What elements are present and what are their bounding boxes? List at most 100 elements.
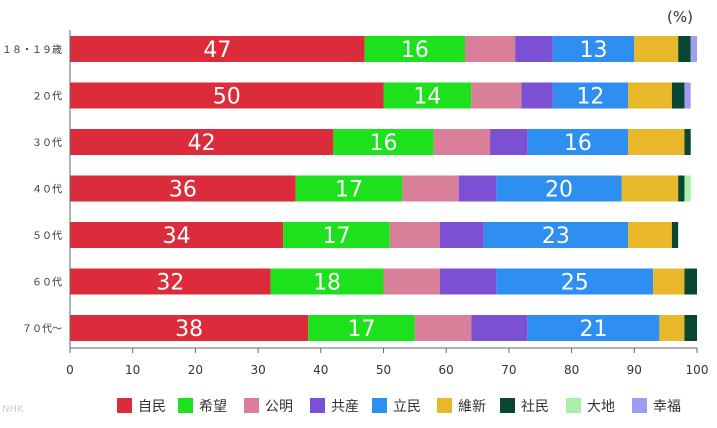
category-label: ３０代 [32, 137, 62, 149]
x-tick-label: 20 [188, 363, 203, 377]
legend-label: 維新 [458, 399, 486, 415]
legend-label: 自民 [138, 399, 166, 415]
x-tick-label: 60 [439, 363, 454, 377]
data-label: 16 [401, 38, 429, 63]
bar-segment [70, 129, 334, 155]
bar-segment [70, 268, 271, 295]
watermark-logo: NHK [2, 404, 24, 415]
bar-segment [70, 82, 384, 109]
bar-segment [496, 175, 622, 202]
legend-swatch [566, 398, 581, 413]
bar-segment [527, 315, 660, 341]
bar-segment [621, 175, 679, 202]
bar-segment [70, 36, 365, 62]
x-tick-label: 0 [66, 363, 74, 377]
data-label: 21 [580, 317, 608, 342]
bar-segment [628, 82, 672, 109]
bar-segment [483, 222, 629, 248]
data-label: 17 [348, 317, 376, 342]
bar-segment [552, 36, 635, 62]
x-tick-label: 30 [250, 363, 265, 377]
bar-segment [270, 268, 384, 295]
bar-segment [383, 268, 440, 295]
bar-segment [684, 315, 697, 341]
bar-segment [690, 36, 697, 62]
legend-swatch [500, 398, 515, 413]
legend-swatch [437, 398, 452, 413]
data-label: 50 [213, 85, 241, 110]
bar-segment [283, 222, 390, 248]
bar-segment [671, 222, 679, 248]
data-label: 36 [169, 178, 197, 203]
bar-segment [471, 82, 522, 109]
bar-segment [433, 129, 491, 155]
bar-segment [383, 82, 472, 109]
bar-segment [527, 129, 629, 155]
bar-segment [70, 175, 296, 202]
data-label: 17 [335, 178, 363, 203]
x-axis: 0 10 20 30 40 50 60 70 80 90 100 [66, 30, 708, 377]
bar-segment [471, 315, 528, 341]
bar-segment [684, 129, 691, 155]
legend-label: 立民 [393, 399, 421, 415]
bar-segment [439, 222, 484, 248]
bar-segment [439, 268, 497, 295]
legend-label: 公明 [265, 399, 293, 415]
x-tick-label: 90 [627, 363, 642, 377]
legend-label: 大地 [587, 399, 615, 415]
bar-segment [628, 129, 685, 155]
x-tick-label: 80 [564, 363, 579, 377]
bar-segment [308, 315, 415, 341]
x-tick-label: 70 [501, 363, 516, 377]
bar-segment [496, 268, 654, 295]
bar-segment [465, 36, 516, 62]
bar-segment [490, 129, 528, 155]
bar-segment [364, 36, 466, 62]
data-label: 42 [188, 131, 216, 156]
bar-segment [333, 129, 434, 155]
data-label: 18 [313, 271, 341, 296]
unit-label: (%) [667, 8, 693, 26]
bar-segment [402, 175, 459, 202]
legend-label: 社民 [521, 399, 549, 415]
legend-swatch [178, 398, 193, 413]
category-label: ２０代 [32, 91, 62, 103]
data-label: 47 [203, 38, 231, 63]
data-label: 12 [576, 85, 604, 110]
bar-segment [628, 222, 672, 248]
legend-swatch [372, 398, 387, 413]
data-label: 20 [545, 178, 573, 203]
bar-segment [70, 315, 309, 341]
category-label: ６０代 [32, 277, 62, 289]
bar-segment [653, 268, 685, 295]
data-label: 13 [580, 38, 608, 63]
x-tick-label: 50 [376, 363, 391, 377]
bar-segment [389, 222, 440, 248]
bar-segment [552, 82, 629, 109]
category-label: １８・１９歳 [2, 44, 62, 56]
data-label: 16 [564, 131, 592, 156]
data-label: 16 [370, 131, 398, 156]
category-labels: １８・１９歳 ２０代 ３０代 ４０代 ５０代 ６０代 ７０代～ [2, 44, 62, 335]
bar-segment [684, 82, 691, 109]
legend-swatch [117, 398, 132, 413]
bar-segment [521, 82, 553, 109]
x-tick-label: 40 [313, 363, 328, 377]
category-label: ７０代～ [22, 323, 62, 335]
legend: 自民 希望 公明 共産 立民 維新 社民 大地 幸福 [117, 398, 681, 415]
legend-label: 希望 [199, 399, 227, 415]
data-label: 25 [561, 271, 589, 296]
data-label: 23 [542, 224, 570, 249]
bar-segment [458, 175, 497, 202]
bar-segment [671, 82, 685, 109]
bar-segment [70, 222, 284, 248]
category-label: ４０代 [32, 184, 62, 196]
x-tick-label: 10 [125, 363, 140, 377]
bar-segment [684, 175, 691, 202]
legend-label: 幸福 [653, 399, 681, 415]
bar-segment [678, 175, 685, 202]
x-tick-label: 100 [686, 363, 709, 377]
bar-segment [414, 315, 472, 341]
bar-segment [684, 268, 697, 295]
